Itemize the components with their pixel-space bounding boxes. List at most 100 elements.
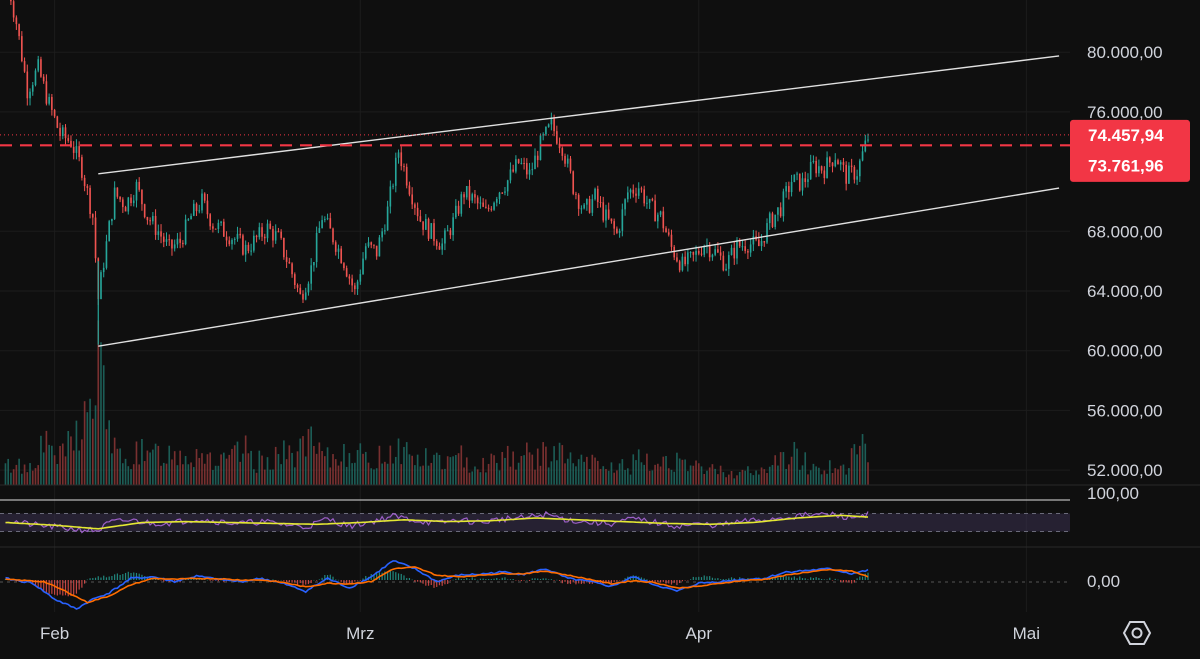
candle-body: [127, 197, 130, 212]
candle-230: [635, 187, 637, 203]
volume-bar-53: [149, 452, 151, 485]
macd-hist-bar-229: [629, 576, 632, 580]
volume-bar-179: [493, 455, 495, 485]
volume-bar-221: [607, 470, 610, 485]
candle-body: [70, 140, 72, 147]
macd-hist-bar-123: [340, 580, 342, 582]
candle-203: [561, 146, 564, 161]
candlestick-series: [10, 0, 869, 345]
candle-158: [438, 242, 441, 250]
candle-171: [474, 190, 476, 204]
candle-88: [247, 242, 250, 254]
candle-body: [255, 235, 258, 238]
macd-signal-line: [5, 566, 869, 604]
candle-42: [122, 197, 124, 213]
candle-body: [700, 253, 703, 255]
candle-113: [315, 226, 318, 268]
candle-234: [646, 195, 648, 209]
macd-hist-bar-304: [834, 578, 836, 580]
volume-bar-16: [48, 444, 50, 485]
volume-bar-234: [643, 464, 646, 485]
macd-hist-bar-42: [119, 574, 121, 580]
candle-89: [250, 243, 252, 256]
macd-hist-bar-130: [359, 580, 361, 581]
macd-hist-bar-311: [853, 580, 855, 583]
candle-body: [304, 292, 307, 300]
candle-body: [351, 278, 353, 286]
candle-body: [820, 166, 823, 171]
candle-body: [687, 252, 689, 265]
macd-hist-bar-221: [608, 580, 610, 583]
volume-bar-50: [141, 438, 143, 485]
candle-body: [632, 189, 635, 194]
volume-bar-233: [640, 462, 643, 485]
channel-trendlines[interactable]: [98, 55, 1060, 347]
candle-62: [176, 232, 179, 249]
time-axis[interactable]: Feb Mrz Apr Mai: [40, 624, 1040, 643]
candle-122: [340, 245, 343, 264]
candle-body: [51, 97, 53, 110]
candle-198: [547, 123, 550, 128]
candle-body: [733, 247, 736, 259]
candle-67: [190, 213, 192, 220]
volume-bar-241: [662, 456, 665, 485]
trendline-lower[interactable]: [98, 187, 1060, 347]
candle-body: [520, 162, 523, 164]
macd-hist-bar-226: [621, 580, 623, 581]
volume-bar-240: [659, 466, 662, 485]
macd-hist-bar-129: [356, 580, 359, 581]
candle-body: [408, 185, 411, 195]
macd-hist-bar-301: [826, 579, 828, 580]
macd-hist-bar-21: [62, 580, 64, 596]
candle-body: [40, 59, 42, 77]
candle-body: [362, 258, 364, 275]
macd-hist-bar-233: [640, 577, 643, 580]
volume-bar-226: [621, 459, 624, 485]
volume-bar-286: [785, 468, 787, 485]
macd-hist-bar-153: [422, 580, 424, 584]
candle-body: [539, 135, 542, 161]
candle-289: [796, 171, 798, 181]
macd-hist-bar-172: [474, 578, 476, 580]
volume-bar-137: [378, 445, 381, 485]
candle-20: [61, 124, 64, 140]
candle-139: [386, 200, 389, 231]
settings-hexagon-icon[interactable]: [1122, 618, 1152, 648]
volume-bar-38: [108, 420, 111, 485]
candle-body: [594, 188, 596, 200]
candle-135: [375, 245, 378, 260]
volume-bar-195: [536, 448, 539, 485]
volume-bar-272: [747, 466, 749, 485]
candle-body: [547, 124, 550, 127]
macd-hist-bar-163: [449, 580, 451, 581]
candle-233: [643, 185, 646, 207]
macd-hist-bar-161: [444, 580, 446, 585]
price-axis[interactable]: 80.000,00 76.000,00 68.000,00 64.000,00 60.0…: [1070, 43, 1190, 591]
volume-bar-285: [782, 452, 785, 485]
volume-bar-105: [291, 452, 293, 485]
volume-bar-111: [307, 429, 310, 485]
candle-226: [624, 198, 626, 216]
macd-hist-bar-313: [859, 576, 861, 580]
candle-132: [367, 237, 370, 248]
trendline-upper[interactable]: [98, 55, 1060, 175]
candle-186: [515, 155, 517, 174]
macd-hist-bar-190: [523, 580, 525, 581]
macd-hist-bar-195: [537, 578, 539, 580]
volume-bar-113: [313, 445, 315, 485]
candle-13: [42, 74, 45, 84]
candle-body: [768, 213, 771, 224]
candle-body: [624, 199, 626, 210]
macd-hist-bar-207: [569, 580, 572, 584]
macd-hist-bar-222: [610, 580, 613, 584]
candle-body: [457, 205, 460, 214]
candle-body: [21, 36, 23, 62]
macd-hist-bar-98: [272, 579, 274, 580]
macd-hist-bar-283: [777, 577, 779, 580]
candle-253: [697, 247, 700, 256]
candle-body: [152, 215, 154, 222]
candle-body: [321, 220, 323, 229]
candle-176: [487, 204, 490, 212]
candle-body: [823, 170, 826, 179]
